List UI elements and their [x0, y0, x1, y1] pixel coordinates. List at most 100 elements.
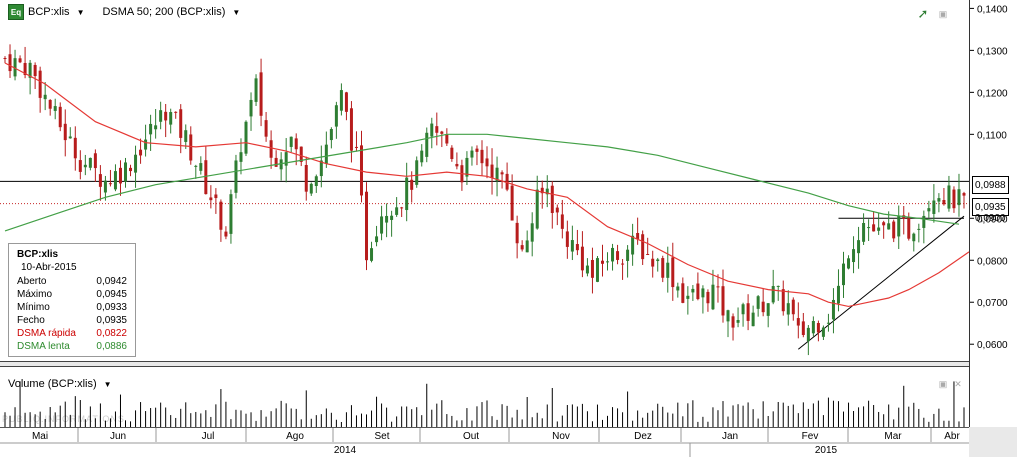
candle-body — [319, 160, 323, 177]
green-arrow-icon[interactable]: ➚ — [917, 6, 929, 21]
candle-body — [726, 310, 730, 322]
candle-body — [786, 303, 790, 315]
candle-body — [8, 54, 12, 72]
price-header: Eq BCP:xlis ▼ DSMA 50; 200 (BCP:xlis) ▼ — [8, 4, 241, 20]
info-title: BCP:xlis — [17, 249, 59, 260]
candle-body — [480, 149, 484, 164]
candle-body — [656, 259, 660, 262]
candle-body — [365, 191, 369, 261]
candle-body — [13, 58, 17, 77]
month-label: Jan — [722, 431, 738, 442]
candle-body — [942, 200, 946, 205]
info-row-value: 0,0933 — [96, 302, 127, 313]
candle-body — [892, 221, 896, 239]
candle-body — [425, 132, 429, 157]
month-label: Nov — [552, 431, 570, 442]
chevron-down-icon[interactable]: ▼ — [103, 379, 112, 389]
info-row-value: 0,0942 — [96, 276, 127, 287]
candle-body — [470, 150, 474, 158]
candle-body — [912, 233, 916, 242]
candle-body — [48, 99, 52, 109]
candle-body — [359, 145, 363, 196]
candle-body — [816, 322, 820, 333]
candle-body — [495, 167, 499, 181]
candle-body — [706, 291, 710, 304]
info-date: 10-Abr-2015 — [21, 262, 77, 273]
candle-body — [580, 246, 584, 271]
year-label: 2015 — [815, 445, 838, 456]
window-icon[interactable]: ▣ — [938, 378, 948, 389]
price-panel[interactable]: Eq BCP:xlis ▼ DSMA 50; 200 (BCP:xlis) ▼ … — [0, 0, 969, 362]
close-icon[interactable]: ✕ — [954, 378, 962, 389]
candle-body — [611, 247, 615, 262]
candle-body — [420, 150, 424, 163]
candle-body — [862, 222, 866, 242]
candle-body — [927, 208, 931, 212]
candle-body — [631, 235, 635, 255]
candle-body — [796, 318, 800, 326]
volume-panel[interactable]: Volume (BCP:xlis) ▼ ▣ ✕ PUBLIQ.INFORMATI… — [0, 366, 969, 428]
candle-body — [3, 58, 7, 60]
candle-body — [118, 167, 122, 184]
candle-body — [58, 106, 62, 128]
candle-body — [279, 159, 283, 170]
candle-body — [400, 207, 404, 209]
candle-body — [415, 160, 419, 185]
info-row: Aberto 0,0942 — [17, 276, 127, 287]
candle-body — [38, 70, 42, 98]
candle-body — [530, 223, 534, 242]
candle-body — [661, 258, 665, 278]
time-axis[interactable]: Mai Jun Jul Ago Set Out Nov Dez Jan Fev Mar Abr 2014… — [0, 427, 969, 457]
candle-body — [550, 185, 554, 214]
candle-body — [209, 197, 213, 201]
candle-body — [872, 224, 876, 232]
volume-label[interactable]: Volume (BCP:xlis) — [8, 378, 97, 390]
candle-body — [711, 284, 715, 310]
candle-body — [124, 162, 128, 182]
candle-body — [194, 165, 198, 167]
candle-body — [716, 286, 720, 288]
info-row-value: 0,0935 — [96, 315, 127, 326]
info-row: Fecho 0,0935 — [17, 315, 127, 326]
chevron-down-icon[interactable]: ▼ — [76, 7, 85, 17]
candle-body — [289, 136, 293, 147]
info-row-label: Máximo — [17, 289, 53, 300]
symbol-label[interactable]: BCP:xlis — [28, 6, 70, 18]
candle-body — [254, 78, 258, 102]
candle-body — [857, 240, 861, 254]
candle-body — [575, 244, 579, 251]
window-icon[interactable]: ▣ — [938, 8, 948, 19]
candle-body — [811, 320, 815, 334]
candle-body — [595, 258, 599, 282]
candle-body — [917, 228, 921, 230]
candle-body — [204, 160, 208, 195]
candle-body — [169, 112, 173, 125]
candle-body — [826, 322, 830, 324]
indicator-label[interactable]: DSMA 50; 200 (BCP:xlis) — [102, 6, 226, 18]
candle-body — [229, 194, 233, 234]
candle-body — [741, 304, 745, 315]
candle-body — [23, 62, 27, 76]
candle-body — [490, 164, 494, 179]
month-label: Jul — [202, 431, 215, 442]
price-tag-resistance: 0,0988 — [972, 176, 1009, 194]
candle-body — [746, 303, 750, 321]
candle-body — [450, 147, 454, 159]
candle-body — [174, 111, 178, 113]
candle-body — [882, 222, 886, 226]
equity-icon[interactable]: Eq — [8, 4, 24, 20]
candle-body — [852, 249, 856, 263]
info-box: BCP:xlis 10-Abr-2015 Aberto 0,0942 Máximo 0… — [8, 243, 136, 357]
candle-body — [681, 283, 685, 303]
candle-body — [600, 260, 604, 264]
candle-body — [344, 92, 348, 112]
candle-body — [304, 164, 308, 192]
chevron-down-icon[interactable]: ▼ — [232, 7, 241, 17]
candle-body — [696, 283, 700, 300]
candle-body — [841, 263, 845, 286]
watermark: PUBLIQ.INFORMATIONS — [2, 414, 125, 424]
candle-body — [736, 320, 740, 323]
candle-body — [776, 285, 780, 287]
candle-body — [93, 153, 97, 169]
candle-body — [339, 90, 343, 111]
